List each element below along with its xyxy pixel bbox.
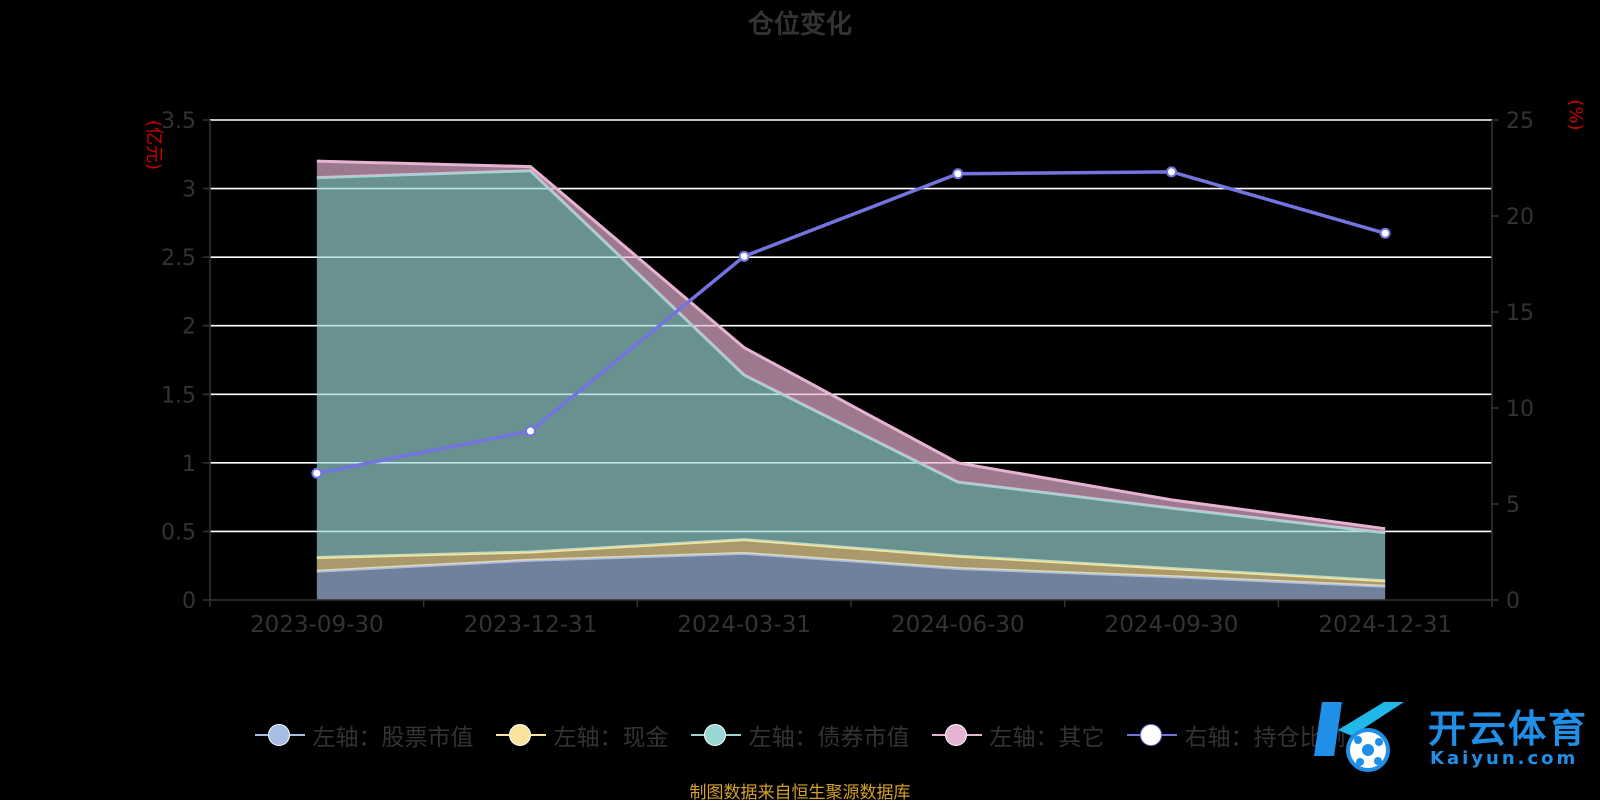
ratio-point [311, 467, 323, 479]
x-tick-label: 2023-09-30 [250, 612, 384, 638]
right-tick-label: 20 [1506, 205, 1534, 230]
legend-swatch-cash [495, 723, 546, 747]
watermark-k-icon [1314, 702, 1404, 772]
left-tick-label: 3.5 [161, 109, 196, 134]
left-tick-label: 1.5 [161, 383, 196, 408]
legend-item-other[interactable]: 左轴：其它 [931, 718, 1105, 752]
chart-title: 仓位变化 [747, 10, 852, 40]
ratio-point [525, 425, 536, 437]
right-tick-label: 0 [1506, 589, 1520, 614]
legend-swatch-stock [254, 723, 305, 747]
right-tick-label: 15 [1506, 301, 1534, 326]
stacked-areas [316, 159, 1386, 600]
left-tick-label: 3 [182, 178, 196, 203]
watermark-logo: 开云体育 Kaiyun.com [1308, 696, 1598, 778]
left-tick-label: 1 [182, 452, 196, 477]
right-tick-label: 25 [1506, 109, 1534, 134]
legend-item-stock[interactable]: 左轴：股票市值 [254, 718, 474, 752]
legend-swatch-bond [690, 723, 741, 747]
x-tick-label: 2024-12-31 [1318, 612, 1452, 638]
area-edge-other [316, 159, 1386, 531]
area-stock [316, 553, 1386, 600]
watermark-brand: 开云体育 [1428, 707, 1589, 751]
legend-swatch-other [931, 723, 982, 747]
left-tick-label: 2.5 [161, 246, 196, 271]
left-axis-unit: (亿元) [143, 120, 164, 170]
axes: 0 0.5 1 1.5 2 2.5 3 3.5 0 5 10 15 20 25 2023-09-30 2023… [143, 99, 1586, 638]
legend-label: 左轴：股票市值 [312, 725, 474, 751]
area-cash [316, 539, 1386, 587]
ratio-point [952, 168, 964, 180]
x-tick-label: 2024-09-30 [1105, 612, 1239, 638]
ratio-point [1379, 227, 1391, 239]
right-tick-label: 5 [1506, 493, 1520, 518]
x-tick-label: 2024-06-30 [891, 612, 1025, 638]
left-tick-label: 0 [182, 589, 196, 614]
ratio-line [311, 166, 1391, 479]
legend-swatch-ratio [1126, 723, 1177, 747]
ratio-line-path [316, 170, 1386, 475]
right-tick-label: 10 [1506, 397, 1534, 422]
watermark-site: Kaiyun.com [1430, 748, 1579, 769]
left-tick-label: 0.5 [161, 520, 196, 545]
x-tick-label: 2024-03-31 [677, 612, 811, 638]
legend-item-bond[interactable]: 左轴：债券市值 [690, 718, 910, 752]
x-tick-label: 2023-12-31 [464, 612, 598, 638]
legend-label: 左轴：其它 [989, 725, 1105, 751]
legend-item-cash[interactable]: 左轴：现金 [495, 718, 669, 752]
legend-label: 左轴：现金 [553, 725, 669, 751]
ratio-point [1166, 166, 1177, 178]
right-axis-unit: (%) [1565, 99, 1586, 130]
source-note: 制图数据来自恒生聚源数据库 [689, 783, 911, 800]
ratio-point [738, 250, 750, 262]
left-tick-label: 2 [182, 315, 196, 340]
legend-label: 左轴：债券市值 [748, 725, 910, 751]
area-bond [316, 170, 1386, 581]
legend: 左轴：股票市值 左轴：现金 左轴：债券市值 左轴：其它 右轴：持仓比例 [0, 718, 1600, 752]
